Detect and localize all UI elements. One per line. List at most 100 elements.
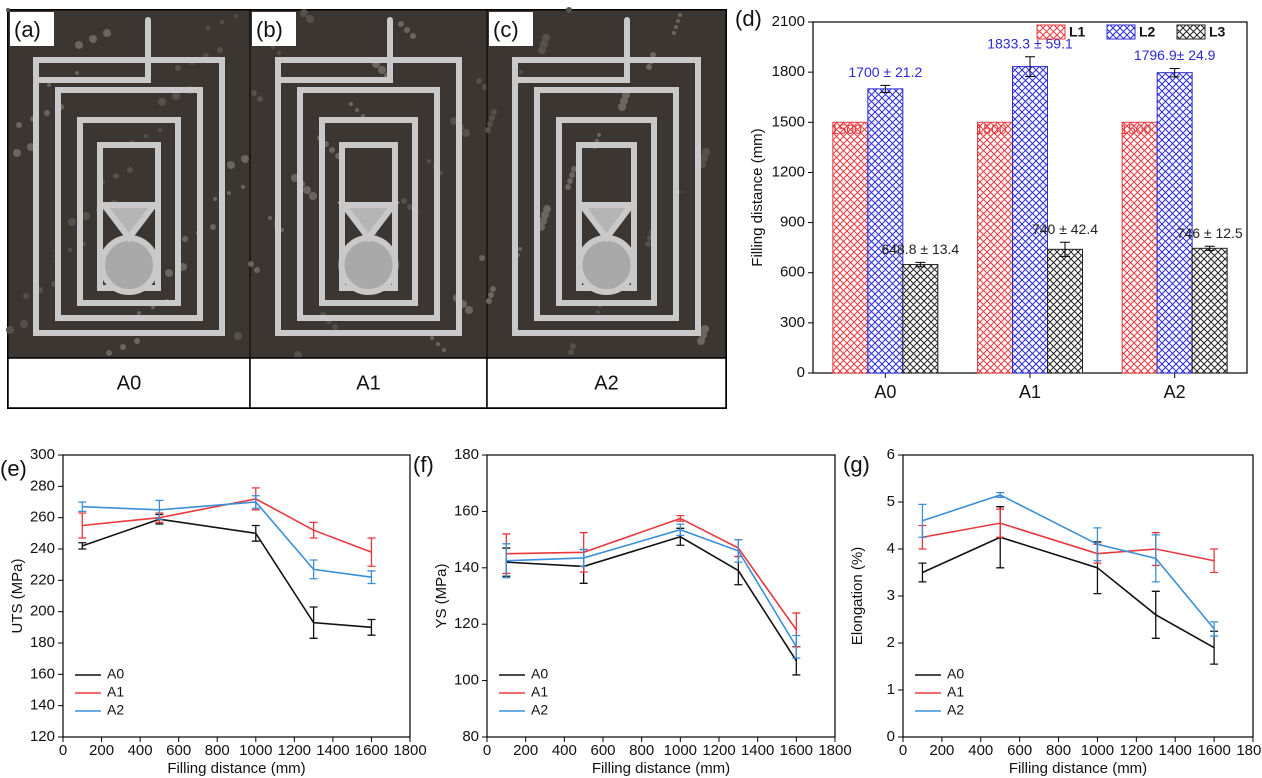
- error-bar: [1060, 241, 1070, 257]
- line: [506, 528, 798, 648]
- gravel: [519, 70, 523, 74]
- value-label: 740 ± 42.4: [1032, 221, 1098, 237]
- runner: [556, 117, 657, 306]
- gravel: [182, 236, 188, 242]
- gravel: [158, 128, 162, 132]
- y-tick-label: 180: [454, 446, 479, 463]
- runner: [33, 17, 151, 83]
- y-tick-label: 220: [30, 571, 55, 588]
- legend-label: A0: [531, 666, 548, 682]
- x-tick-label: 600: [590, 742, 615, 759]
- legend-swatch: [1176, 24, 1206, 40]
- y-tick-label: 120: [454, 615, 479, 632]
- gravel: [89, 35, 97, 43]
- y-tick-label: 140: [454, 559, 479, 576]
- gravel: [257, 96, 263, 102]
- gate: [575, 202, 638, 243]
- y-tick-label: 100: [454, 672, 479, 689]
- gravel: [68, 248, 72, 252]
- legend-label: A1: [947, 684, 964, 700]
- gravel: [103, 29, 111, 37]
- gravel: [430, 336, 434, 340]
- caption-cell: [249, 357, 488, 409]
- gravel: [6, 8, 10, 12]
- error-bar: [78, 542, 87, 550]
- runner: [77, 117, 181, 306]
- bar: [1012, 66, 1048, 374]
- x-tick-label: 800: [629, 742, 654, 759]
- y-tick-label: 600: [780, 264, 805, 281]
- error-bar: [579, 548, 588, 568]
- photo-caption: A1: [356, 372, 380, 394]
- gravel: [571, 166, 577, 172]
- gravel: [220, 20, 224, 24]
- y-tick-label: 0: [887, 728, 895, 745]
- gravel: [303, 186, 311, 194]
- casting: [33, 17, 225, 336]
- x-tick-label: 1000: [664, 742, 697, 759]
- gravel: [137, 311, 141, 315]
- error-bar: [367, 537, 376, 567]
- legend-label: A2: [107, 702, 124, 718]
- x-tick-label: A1: [1019, 382, 1041, 402]
- gravel: [349, 102, 353, 106]
- legend-label: A1: [107, 684, 124, 700]
- legend-label: A0: [107, 666, 124, 682]
- y-tick-label: 2100: [772, 13, 805, 30]
- gravel: [75, 41, 83, 49]
- y-tick-label: 3: [887, 587, 895, 604]
- panel-label: (f): [413, 452, 434, 477]
- gravel: [6, 326, 14, 334]
- x-tick-label: 800: [1046, 742, 1071, 759]
- gravel: [672, 31, 676, 35]
- runner: [297, 87, 440, 321]
- gravel: [566, 7, 572, 13]
- y-tick-label: 1: [887, 681, 895, 698]
- x-tick-label: 400: [128, 742, 153, 759]
- y-tick-label: 180: [30, 634, 55, 651]
- y-axis-label: Filling distance (mm): [749, 128, 766, 266]
- bar: [1121, 121, 1158, 374]
- gravel: [398, 21, 404, 27]
- gravel: [427, 159, 431, 163]
- x-tick-label: 1200: [1120, 742, 1153, 759]
- gravel: [213, 197, 217, 201]
- gravel: [410, 33, 416, 39]
- error-bar: [367, 618, 376, 636]
- photo-label: (c): [493, 17, 519, 42]
- legend-label: A2: [531, 702, 548, 718]
- photo-caption: A0: [117, 372, 141, 394]
- gravel: [113, 173, 119, 179]
- error-bar: [367, 570, 376, 585]
- y-tick-label: 160: [454, 502, 479, 519]
- x-tick-label: 1600: [780, 742, 813, 759]
- gravel: [23, 293, 29, 299]
- x-tick-label: 1800: [1236, 742, 1262, 759]
- gravel: [332, 324, 338, 330]
- panel-label: (e): [0, 456, 27, 481]
- casting: [512, 17, 701, 336]
- photo-label: (a): [14, 17, 41, 42]
- y-tick-label: 160: [30, 665, 55, 682]
- error-bar: [1093, 527, 1102, 562]
- gate: [97, 202, 161, 243]
- gravel: [676, 19, 680, 23]
- y-tick-label: 200: [30, 603, 55, 620]
- gravel: [401, 198, 407, 204]
- x-tick-label: 1000: [1081, 742, 1114, 759]
- gravel: [597, 133, 601, 137]
- line: [506, 535, 798, 662]
- gravel: [538, 46, 546, 54]
- error-bar: [1151, 534, 1160, 583]
- error-bar: [309, 521, 318, 539]
- gravel: [355, 108, 359, 112]
- error-bar: [1210, 548, 1219, 574]
- photo-caption: A2: [594, 372, 618, 394]
- x-tick-label: 200: [513, 742, 538, 759]
- gravel: [568, 349, 574, 355]
- gravel: [518, 247, 522, 251]
- x-tick-label: 1000: [239, 742, 272, 759]
- y-tick-label: 240: [30, 540, 55, 557]
- x-tick-label: 0: [59, 742, 67, 759]
